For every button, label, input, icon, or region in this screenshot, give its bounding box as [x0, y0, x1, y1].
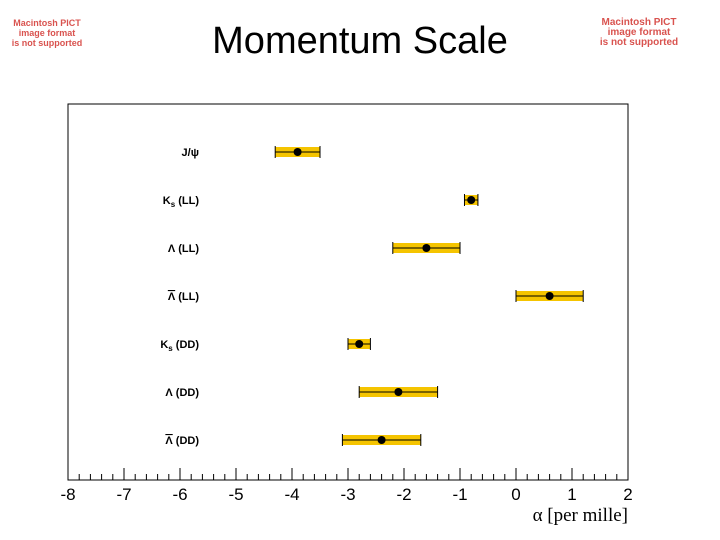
- measurement-row: [341, 434, 422, 446]
- data-point: [355, 340, 364, 348]
- measurement-row: [463, 194, 479, 206]
- data-point: [293, 148, 302, 156]
- x-tick-label: 1: [567, 485, 576, 504]
- row-label-particle: Λ: [168, 243, 176, 255]
- pict-placeholder-line: Macintosh PICT: [13, 18, 81, 28]
- x-axis: -8 -7 -6 -5 -4 -3 -2 -1 0 1 2: [60, 468, 633, 504]
- row-label-suffix: (LL): [175, 195, 199, 207]
- pict-placeholder-left: Macintosh PICT image format is not suppo…: [8, 18, 86, 48]
- row-label-particle: J/ψ: [182, 147, 199, 159]
- row-label: Λ (LL): [168, 291, 200, 303]
- x-tick-label: -2: [396, 485, 411, 504]
- data-point: [467, 196, 476, 204]
- x-tick-label: -3: [340, 485, 355, 504]
- measurement-row: [274, 146, 321, 158]
- measurement-row: [515, 290, 584, 302]
- x-tick-label: -6: [172, 485, 187, 504]
- row-label: Ks (LL): [163, 195, 200, 209]
- row-label-particle: Λ: [165, 435, 173, 447]
- row-label-suffix: (DD): [173, 387, 200, 399]
- row-label-particle: Λ: [165, 387, 173, 399]
- pict-placeholder-line: is not supported: [599, 37, 679, 48]
- measurement-row: [392, 242, 461, 254]
- data-point: [394, 388, 403, 396]
- pict-placeholder-line: image format: [18, 28, 76, 38]
- row-labels: J/ψKs (LL)Λ (LL)Λ (LL)Ks (DD)Λ (DD)Λ (DD…: [160, 147, 199, 447]
- row-label-suffix: (LL): [175, 291, 199, 303]
- x-tick-label: -1: [452, 485, 467, 504]
- pict-placeholder-right: Macintosh PICT image format is not suppo…: [583, 18, 695, 48]
- row-label: J/ψ: [182, 147, 199, 159]
- row-label-subscript: s: [168, 344, 173, 353]
- row-label-suffix: (DD): [173, 339, 200, 351]
- x-tick-label: -7: [116, 485, 131, 504]
- data-point: [422, 244, 431, 252]
- row-label-suffix: (LL): [175, 243, 199, 255]
- x-tick-label: 2: [623, 485, 632, 504]
- row-label: Ks (DD): [160, 339, 199, 353]
- pict-placeholder-line: is not supported: [11, 38, 83, 48]
- measurement-row: [358, 386, 439, 398]
- row-label-particle: K: [160, 339, 168, 351]
- x-tick-label: -8: [60, 485, 75, 504]
- measurement-row: [347, 338, 371, 350]
- data-points: [274, 146, 584, 446]
- row-label: Λ (DD): [165, 387, 199, 399]
- pict-placeholder-line: Macintosh PICT: [601, 17, 677, 28]
- data-point: [545, 292, 554, 300]
- data-point: [377, 436, 386, 444]
- slide-title: Momentum Scale: [212, 20, 508, 62]
- row-label-suffix: (DD): [173, 435, 200, 447]
- row-label: Λ (DD): [165, 435, 199, 447]
- row-label: Λ (LL): [168, 243, 200, 255]
- row-label-subscript: s: [171, 200, 176, 209]
- x-tick-label: 0: [511, 485, 520, 504]
- row-label-particle: K: [163, 195, 171, 207]
- x-tick-label: -5: [228, 485, 243, 504]
- x-tick-label: -4: [284, 485, 299, 504]
- row-label-particle: Λ: [168, 291, 176, 303]
- pict-placeholder-line: image format: [607, 27, 671, 38]
- x-axis-label: α [per mille]: [533, 505, 628, 526]
